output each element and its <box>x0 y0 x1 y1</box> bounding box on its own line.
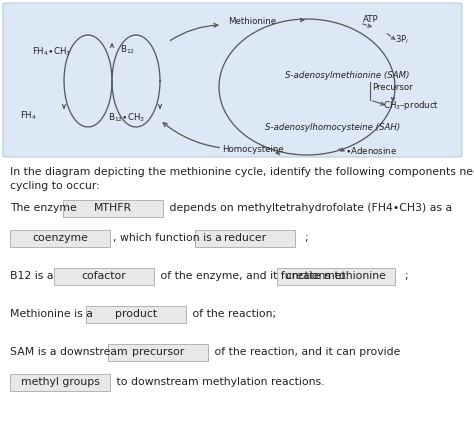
FancyBboxPatch shape <box>86 305 186 323</box>
Text: S-adenosylmethionine (SAM): S-adenosylmethionine (SAM) <box>285 71 410 80</box>
Text: precursor: precursor <box>132 347 184 357</box>
Text: CH$_3$–product: CH$_3$–product <box>383 99 439 113</box>
Text: FH$_4$: FH$_4$ <box>20 110 37 122</box>
Text: B$_{12}$$\bullet$CH$_3$: B$_{12}$$\bullet$CH$_3$ <box>108 112 145 124</box>
Text: Precursor: Precursor <box>372 84 413 92</box>
Text: create methionine: create methionine <box>286 271 386 281</box>
Text: 3P$_i$: 3P$_i$ <box>395 34 410 46</box>
Text: SAM is a downstream: SAM is a downstream <box>10 347 131 357</box>
FancyBboxPatch shape <box>277 267 395 285</box>
FancyBboxPatch shape <box>3 3 462 157</box>
Text: The enzyme: The enzyme <box>10 203 80 213</box>
Text: Methionine is a: Methionine is a <box>10 309 96 319</box>
Text: Methionine: Methionine <box>228 18 276 27</box>
Text: S-adenosylhomocysteine (SAH): S-adenosylhomocysteine (SAH) <box>265 123 400 133</box>
FancyBboxPatch shape <box>10 373 110 390</box>
Text: to downstream methylation reactions.: to downstream methylation reactions. <box>113 377 325 387</box>
FancyBboxPatch shape <box>10 229 110 247</box>
Text: of the enzyme, and it functions to: of the enzyme, and it functions to <box>157 271 349 281</box>
Text: reducer: reducer <box>224 233 266 243</box>
Text: Homocysteine: Homocysteine <box>222 145 284 155</box>
Text: , which function is a: , which function is a <box>113 233 225 243</box>
Text: methyl groups: methyl groups <box>20 377 100 387</box>
FancyBboxPatch shape <box>195 229 295 247</box>
Text: of the reaction, and it can provide: of the reaction, and it can provide <box>211 347 401 357</box>
Text: cofactor: cofactor <box>82 271 127 281</box>
Text: depends on methyltetrahydrofolate (FH4•CH3) as a: depends on methyltetrahydrofolate (FH4•C… <box>166 203 452 213</box>
Text: MTHFR: MTHFR <box>94 203 132 213</box>
FancyBboxPatch shape <box>63 199 163 217</box>
Text: B$_{12}$: B$_{12}$ <box>120 44 135 56</box>
Text: $\bullet$Adenosine: $\bullet$Adenosine <box>345 145 397 156</box>
Text: ATP: ATP <box>363 15 379 24</box>
Text: coenzyme: coenzyme <box>32 233 88 243</box>
Text: cycling to occur:: cycling to occur: <box>10 181 100 191</box>
Text: FH$_4$$\bullet$CH$_3$: FH$_4$$\bullet$CH$_3$ <box>32 46 71 58</box>
Text: ;: ; <box>398 271 409 281</box>
FancyBboxPatch shape <box>54 267 154 285</box>
Text: product: product <box>115 309 157 319</box>
Text: In the diagram depicting the methionine cycle, identify the following components: In the diagram depicting the methionine … <box>10 167 474 177</box>
Text: B12 is a: B12 is a <box>10 271 57 281</box>
Text: ;: ; <box>298 233 309 243</box>
FancyBboxPatch shape <box>108 343 208 361</box>
Text: of the reaction;: of the reaction; <box>189 309 276 319</box>
